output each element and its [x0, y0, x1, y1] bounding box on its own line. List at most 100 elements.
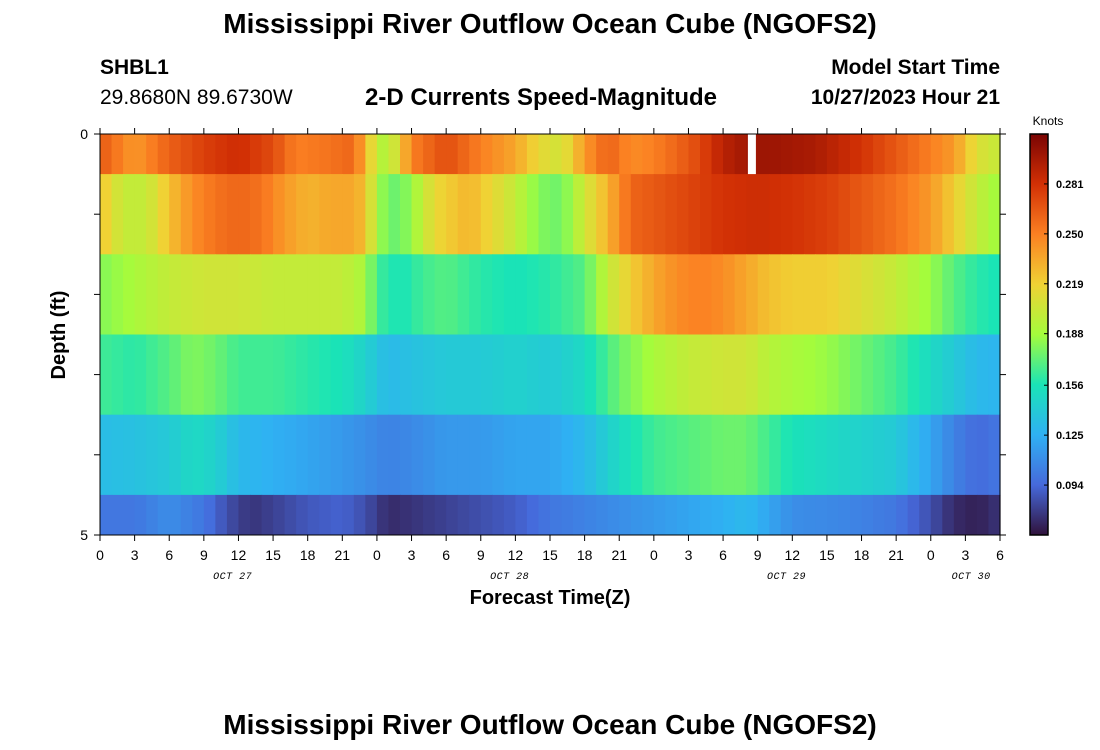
heatmap-cell [261, 134, 274, 175]
heatmap-cell [550, 334, 563, 416]
heatmap-cell [965, 334, 978, 416]
heatmap-cell [250, 254, 263, 335]
heatmap-cell [423, 254, 436, 335]
heatmap-cell [423, 414, 436, 496]
heatmap-cell [919, 414, 932, 496]
heatmap-cell [953, 254, 966, 335]
heatmap-cell [607, 134, 620, 175]
heatmap-cell [480, 414, 493, 496]
heatmap-cell [492, 134, 505, 175]
heatmap-cell [215, 134, 228, 175]
heatmap-cell [469, 134, 482, 175]
model-start-value: 10/27/2023 Hour 21 [810, 86, 1000, 109]
heatmap-cell [561, 254, 574, 335]
heatmap-cell [492, 414, 505, 496]
heatmap-cell [792, 134, 805, 175]
heatmap-cell [584, 414, 597, 496]
heatmap-cell [688, 174, 701, 255]
heatmap-cell [792, 174, 805, 255]
heatmap-cell [400, 134, 413, 175]
heatmap-cell [480, 134, 493, 175]
heatmap-cell [850, 254, 863, 335]
heatmap-cell [734, 174, 747, 255]
date-label: OCT 27 [213, 572, 252, 583]
heatmap-cells [100, 134, 1001, 536]
heatmap-cell [203, 494, 216, 536]
heatmap-cell [169, 334, 182, 416]
heatmap-cell [111, 134, 124, 175]
heatmap-cell [330, 414, 343, 496]
heatmap-cell [284, 414, 297, 496]
heatmap-cell [573, 134, 586, 175]
heatmap-cell [653, 254, 666, 335]
heatmap-cell [803, 494, 816, 536]
heatmap-cell [642, 134, 655, 175]
heatmap-cell [307, 254, 320, 335]
heatmap-cell [838, 254, 851, 335]
heatmap-cell [215, 254, 228, 335]
heatmap-cell [769, 334, 782, 416]
heatmap-cell [988, 174, 1001, 255]
heatmap-cell [503, 494, 516, 536]
heatmap-cell [192, 134, 205, 175]
heatmap-cell [515, 254, 528, 335]
heatmap-cell [953, 134, 966, 175]
heatmap-cell [630, 134, 643, 175]
heatmap-cell [619, 134, 632, 175]
heatmap-cell [411, 134, 424, 175]
heatmap-cell [607, 334, 620, 416]
heatmap-cell [780, 494, 793, 536]
heatmap-cell [238, 414, 251, 496]
footer-title: Mississippi River Outflow Ocean Cube (NG… [223, 709, 877, 740]
heatmap-cell [388, 134, 401, 175]
heatmap-cell [711, 174, 724, 255]
heatmap-cell [353, 134, 366, 175]
heatmap-cell [250, 494, 263, 536]
heatmap-cell [319, 414, 332, 496]
heatmap-cell [376, 334, 390, 416]
heatmap-cell [411, 174, 424, 255]
heatmap-cell [988, 414, 1001, 496]
x-tick-label: 6 [165, 547, 173, 563]
heatmap-cell [711, 134, 724, 175]
heatmap-cell [307, 174, 320, 255]
heatmap-cell [480, 174, 493, 255]
heatmap-cell [203, 254, 216, 335]
heatmap-cell [734, 134, 747, 175]
heatmap-cell [757, 494, 770, 536]
x-tick-label: 15 [542, 547, 558, 563]
heatmap-cell [423, 334, 436, 416]
x-tick-label: 3 [131, 547, 139, 563]
heatmap-cell [353, 254, 366, 335]
heatmap-cell [734, 254, 747, 335]
heatmap-cell [388, 254, 401, 335]
heatmap-cell [723, 134, 736, 175]
colorbar-tick-label: 0.125 [1056, 430, 1084, 442]
chart-subtitle: 2-D Currents Speed-Magnitude [365, 84, 718, 111]
heatmap-cell [238, 254, 251, 335]
heatmap-cell [757, 174, 770, 255]
heatmap-cell [238, 134, 251, 175]
heatmap-cell [550, 254, 563, 335]
heatmap-cell [376, 254, 390, 335]
heatmap-cell [342, 414, 355, 496]
heatmap-cell [850, 494, 863, 536]
heatmap-cell [907, 254, 920, 335]
heatmap-cell [169, 254, 182, 335]
heatmap-cell [319, 334, 332, 416]
heatmap-cell [180, 414, 193, 496]
heatmap-cell [423, 174, 436, 255]
heatmap-cell [192, 334, 205, 416]
heatmap-cell [503, 134, 516, 175]
heatmap-cell [653, 134, 666, 175]
heatmap-cell [815, 174, 828, 255]
heatmap-cell [411, 334, 424, 416]
heatmap-cell [976, 414, 990, 496]
x-tick-label: 21 [888, 547, 904, 563]
heatmap-cell [826, 334, 840, 416]
heatmap-cell [838, 334, 851, 416]
heatmap-cell [965, 254, 978, 335]
heatmap-cell [919, 494, 932, 536]
heatmap-cell [665, 134, 678, 175]
heatmap-cell [607, 494, 620, 536]
